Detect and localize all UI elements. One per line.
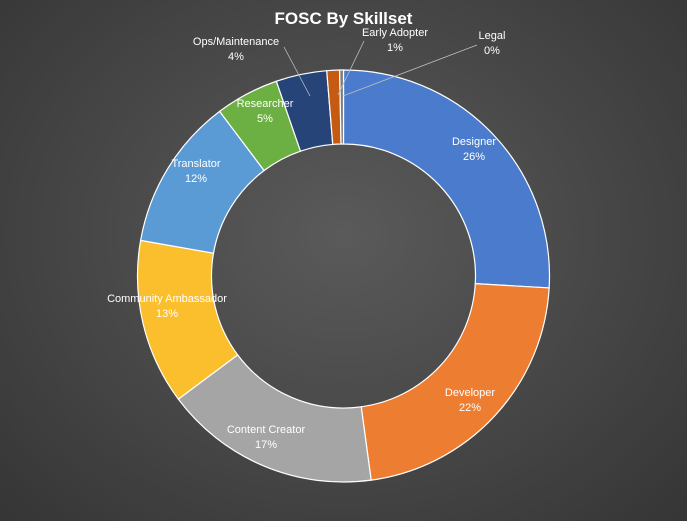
value-content-creator: 17%: [255, 439, 277, 451]
label-legal: Legal: [479, 30, 506, 42]
value-legal: 0%: [484, 45, 500, 57]
value-early-adopter: 1%: [387, 42, 403, 54]
value-developer: 22%: [459, 402, 481, 414]
leader-line-legal: [342, 44, 478, 97]
leader-line-early-adopter: [337, 40, 365, 96]
leader-lines-group: [283, 40, 478, 97]
slices-group: [136, 69, 551, 483]
slice-developer[interactable]: [360, 283, 550, 481]
label-content-creator: Content Creator: [227, 424, 306, 436]
label-community-ambassador: Community Ambassador: [107, 293, 227, 305]
label-translator: Translator: [171, 158, 220, 170]
value-researcher: 5%: [257, 113, 273, 125]
slice-legal[interactable]: [339, 69, 345, 145]
label-researcher: Researcher: [237, 98, 294, 110]
value-ops-maintenance: 4%: [228, 51, 244, 63]
label-early-adopter: Early Adopter: [362, 27, 428, 39]
data-labels-group: Designer 26% Developer 22% Content Creator 17…: [107, 27, 505, 451]
label-developer: Developer: [445, 387, 495, 399]
leader-line-ops-maintenance: [283, 46, 311, 97]
slice-designer[interactable]: [342, 69, 551, 289]
value-translator: 12%: [185, 173, 207, 185]
label-ops-maintenance: Ops/Maintenance: [193, 36, 279, 48]
chart-title: FOSC By Skillset: [275, 9, 413, 28]
value-community-ambassador: 13%: [156, 308, 178, 320]
value-designer: 26%: [463, 151, 485, 163]
label-designer: Designer: [452, 136, 496, 148]
